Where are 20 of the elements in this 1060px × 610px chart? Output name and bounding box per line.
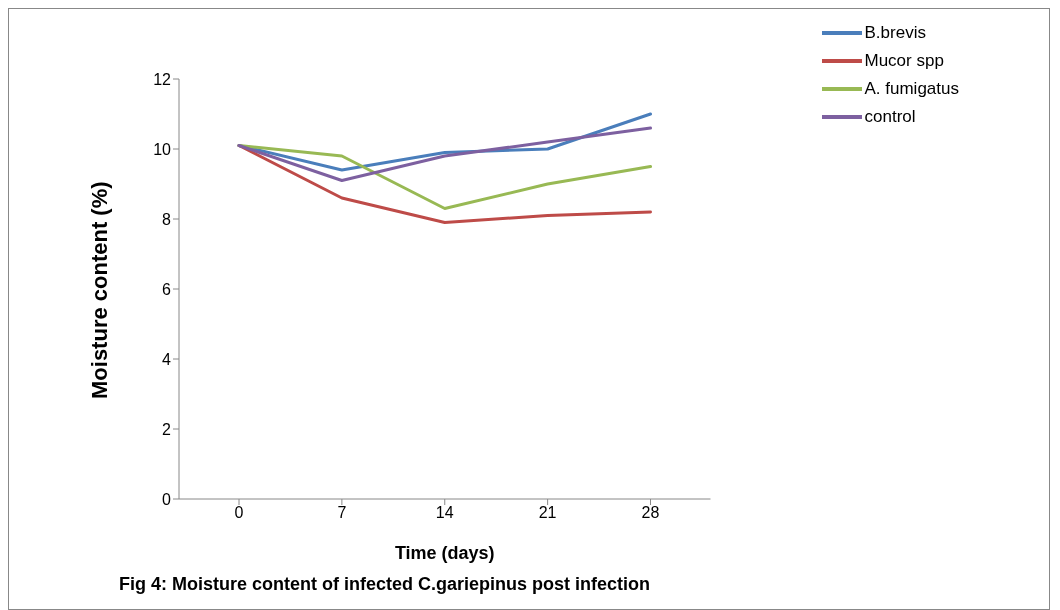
legend-label: Mucor spp — [864, 50, 944, 72]
y-tick-label: 8 — [162, 210, 172, 228]
y-tick-label: 0 — [162, 490, 172, 508]
x-tick-label: 21 — [538, 504, 557, 522]
y-tick-label: 2 — [162, 420, 172, 438]
caption: Fig 4: Moisture content of infected C.gariepinus post infection — [119, 574, 651, 595]
y-axis-title: Moisture content (%) — [86, 181, 112, 399]
x-tick-label: 14 — [435, 504, 454, 522]
y-tick-label: 4 — [162, 350, 172, 368]
y-tick-label: 12 — [153, 70, 172, 88]
x-axis-title: Time (days) — [394, 543, 495, 563]
legend-label: control — [864, 106, 916, 128]
line-series — [237, 126, 652, 182]
x-tick-label: 0 — [234, 504, 244, 522]
y-tick-label: 6 — [162, 280, 172, 298]
x-tick-label: 28 — [641, 504, 660, 522]
legend-label: B.brevis — [864, 22, 926, 44]
y-tick-label: 10 — [153, 140, 172, 158]
legend-label: A. fumigatus — [864, 78, 959, 100]
x-tick-label: 7 — [337, 504, 347, 522]
